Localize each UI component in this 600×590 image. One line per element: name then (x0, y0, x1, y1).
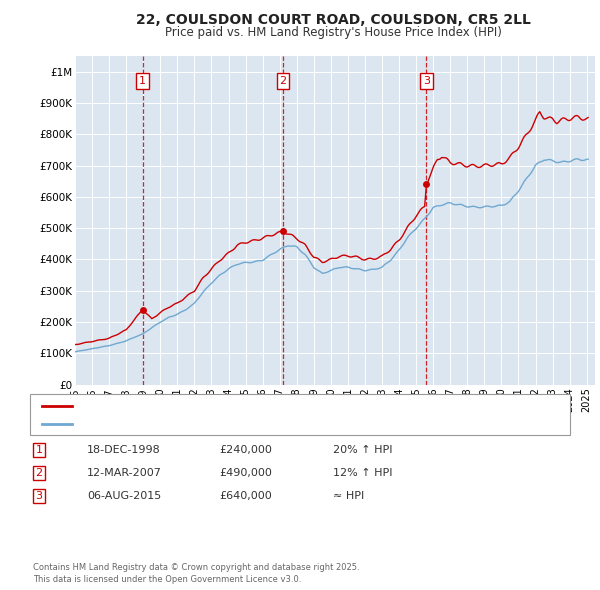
Text: 1: 1 (35, 445, 43, 455)
Text: 2: 2 (280, 76, 286, 86)
Text: 12-MAR-2007: 12-MAR-2007 (87, 468, 162, 478)
Text: HPI: Average price, detached house, Croydon: HPI: Average price, detached house, Croy… (78, 419, 299, 429)
Text: 20% ↑ HPI: 20% ↑ HPI (333, 445, 392, 455)
Text: Contains HM Land Registry data © Crown copyright and database right 2025.
This d: Contains HM Land Registry data © Crown c… (33, 563, 359, 584)
Text: 2: 2 (35, 468, 43, 478)
Text: 18-DEC-1998: 18-DEC-1998 (87, 445, 161, 455)
Text: 06-AUG-2015: 06-AUG-2015 (87, 491, 161, 501)
Text: £240,000: £240,000 (219, 445, 272, 455)
Text: Price paid vs. HM Land Registry's House Price Index (HPI): Price paid vs. HM Land Registry's House … (164, 26, 502, 39)
Text: ≈ HPI: ≈ HPI (333, 491, 364, 501)
Text: 12% ↑ HPI: 12% ↑ HPI (333, 468, 392, 478)
Text: £490,000: £490,000 (219, 468, 272, 478)
Text: 22, COULSDON COURT ROAD, COULSDON, CR5 2LL (detached house): 22, COULSDON COURT ROAD, COULSDON, CR5 2… (78, 401, 419, 411)
Text: 1: 1 (139, 76, 146, 86)
Text: 3: 3 (423, 76, 430, 86)
Text: £640,000: £640,000 (219, 491, 272, 501)
Text: 3: 3 (35, 491, 43, 501)
Text: 22, COULSDON COURT ROAD, COULSDON, CR5 2LL: 22, COULSDON COURT ROAD, COULSDON, CR5 2… (136, 13, 530, 27)
